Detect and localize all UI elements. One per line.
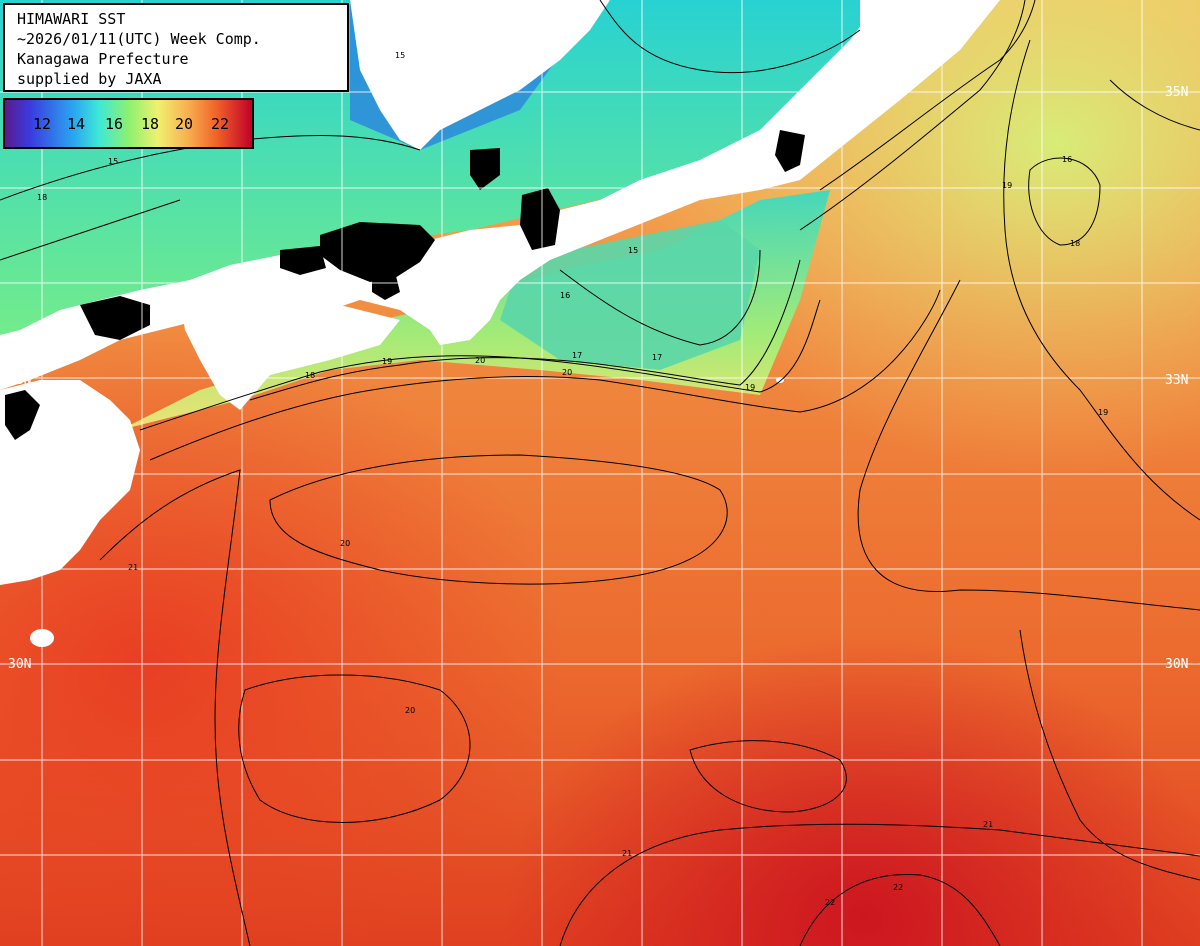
isotherm-18-east-loop [1028, 157, 1101, 246]
contour-label: 20 [562, 368, 572, 377]
isotherm-16-bay [559, 249, 761, 346]
isotherm-17-east [1109, 79, 1200, 131]
contour-labels: 15 15 15 16 16 17 17 18 18 18 19 19 19 1… [37, 51, 1108, 907]
info-box: HIMAWARI SST ~2026/01/11(UTC) Week Comp.… [3, 3, 349, 92]
isotherm-20-east-lower [1019, 629, 1200, 881]
landmass-shikoku [180, 290, 400, 410]
lat-label-30n-left: 30N [8, 657, 31, 672]
contour-label: 15 [628, 246, 638, 255]
info-title: HIMAWARI SST [17, 10, 126, 28]
contour-label: 21 [622, 849, 632, 858]
color-scale-legend: 12 14 16 18 20 22 [3, 98, 254, 149]
legend-tick: 18 [141, 115, 160, 133]
landmass-korea-tip [350, 0, 610, 150]
isotherm-20-west-loop [238, 674, 471, 823]
isotherm-15-north-coast [599, 0, 861, 74]
isotherm-22-south [799, 873, 1001, 946]
legend-tick: 16 [105, 115, 124, 133]
legend-tick: 12 [33, 115, 52, 133]
isotherm-20-coastal [149, 289, 941, 461]
contour-label: 18 [1070, 239, 1080, 248]
landmass-north [820, 0, 1000, 140]
contour-label: 15 [108, 157, 118, 166]
contour-label: 22 [893, 883, 903, 892]
contour-label: 18 [37, 193, 47, 202]
lat-label-33n-right: 33N [1165, 373, 1188, 388]
isotherm-21-south [559, 823, 1200, 946]
isotherm-18-coastal [249, 259, 801, 401]
lat-label-30n-right: 30N [1165, 657, 1188, 672]
contour-label: 15 [395, 51, 405, 60]
isotherm-20-east [857, 279, 1200, 611]
info-credit: supplied by JAXA [17, 70, 162, 88]
isotherm-21-mid [689, 740, 847, 813]
lat-label-35n-right: 35N [1165, 85, 1188, 100]
isotherm-18-sea-of-japan [0, 199, 181, 261]
contour-label: 21 [983, 820, 993, 829]
contour-label: 18 [305, 371, 315, 380]
info-period: ~2026/01/11(UTC) Week Comp. [17, 30, 261, 48]
contour-label: 17 [572, 351, 582, 360]
contour-label: 19 [382, 357, 392, 366]
contour-label: 16 [1062, 155, 1072, 164]
isotherm-20-central-loop [269, 454, 728, 585]
info-region: Kanagawa Prefecture [17, 50, 189, 68]
contour-label: 17 [652, 353, 662, 362]
contour-label: 19 [1098, 408, 1108, 417]
legend-tick: 20 [175, 115, 194, 133]
contour-label: 20 [475, 356, 485, 365]
legend-tick: 14 [67, 115, 86, 133]
isotherm-15-north [819, 0, 1036, 191]
no-data-mask [5, 130, 805, 440]
landmass-kyushu [0, 380, 140, 585]
lat-label-33n-left: 33N [8, 373, 31, 388]
bay-cool-water [500, 220, 760, 370]
contour-label: 22 [825, 898, 835, 907]
contour-label: 20 [340, 539, 350, 548]
contour-label: 21 [128, 563, 138, 572]
contour-label: 16 [560, 291, 570, 300]
isotherm-16-north [799, 0, 1026, 231]
isotherm-21-west [99, 469, 251, 946]
legend-tick: 22 [211, 115, 230, 133]
contour-label: 19 [1002, 181, 1012, 190]
contour-label: 20 [405, 706, 415, 715]
isotherm-19-east [1003, 39, 1200, 521]
contour-label: 19 [745, 383, 755, 392]
